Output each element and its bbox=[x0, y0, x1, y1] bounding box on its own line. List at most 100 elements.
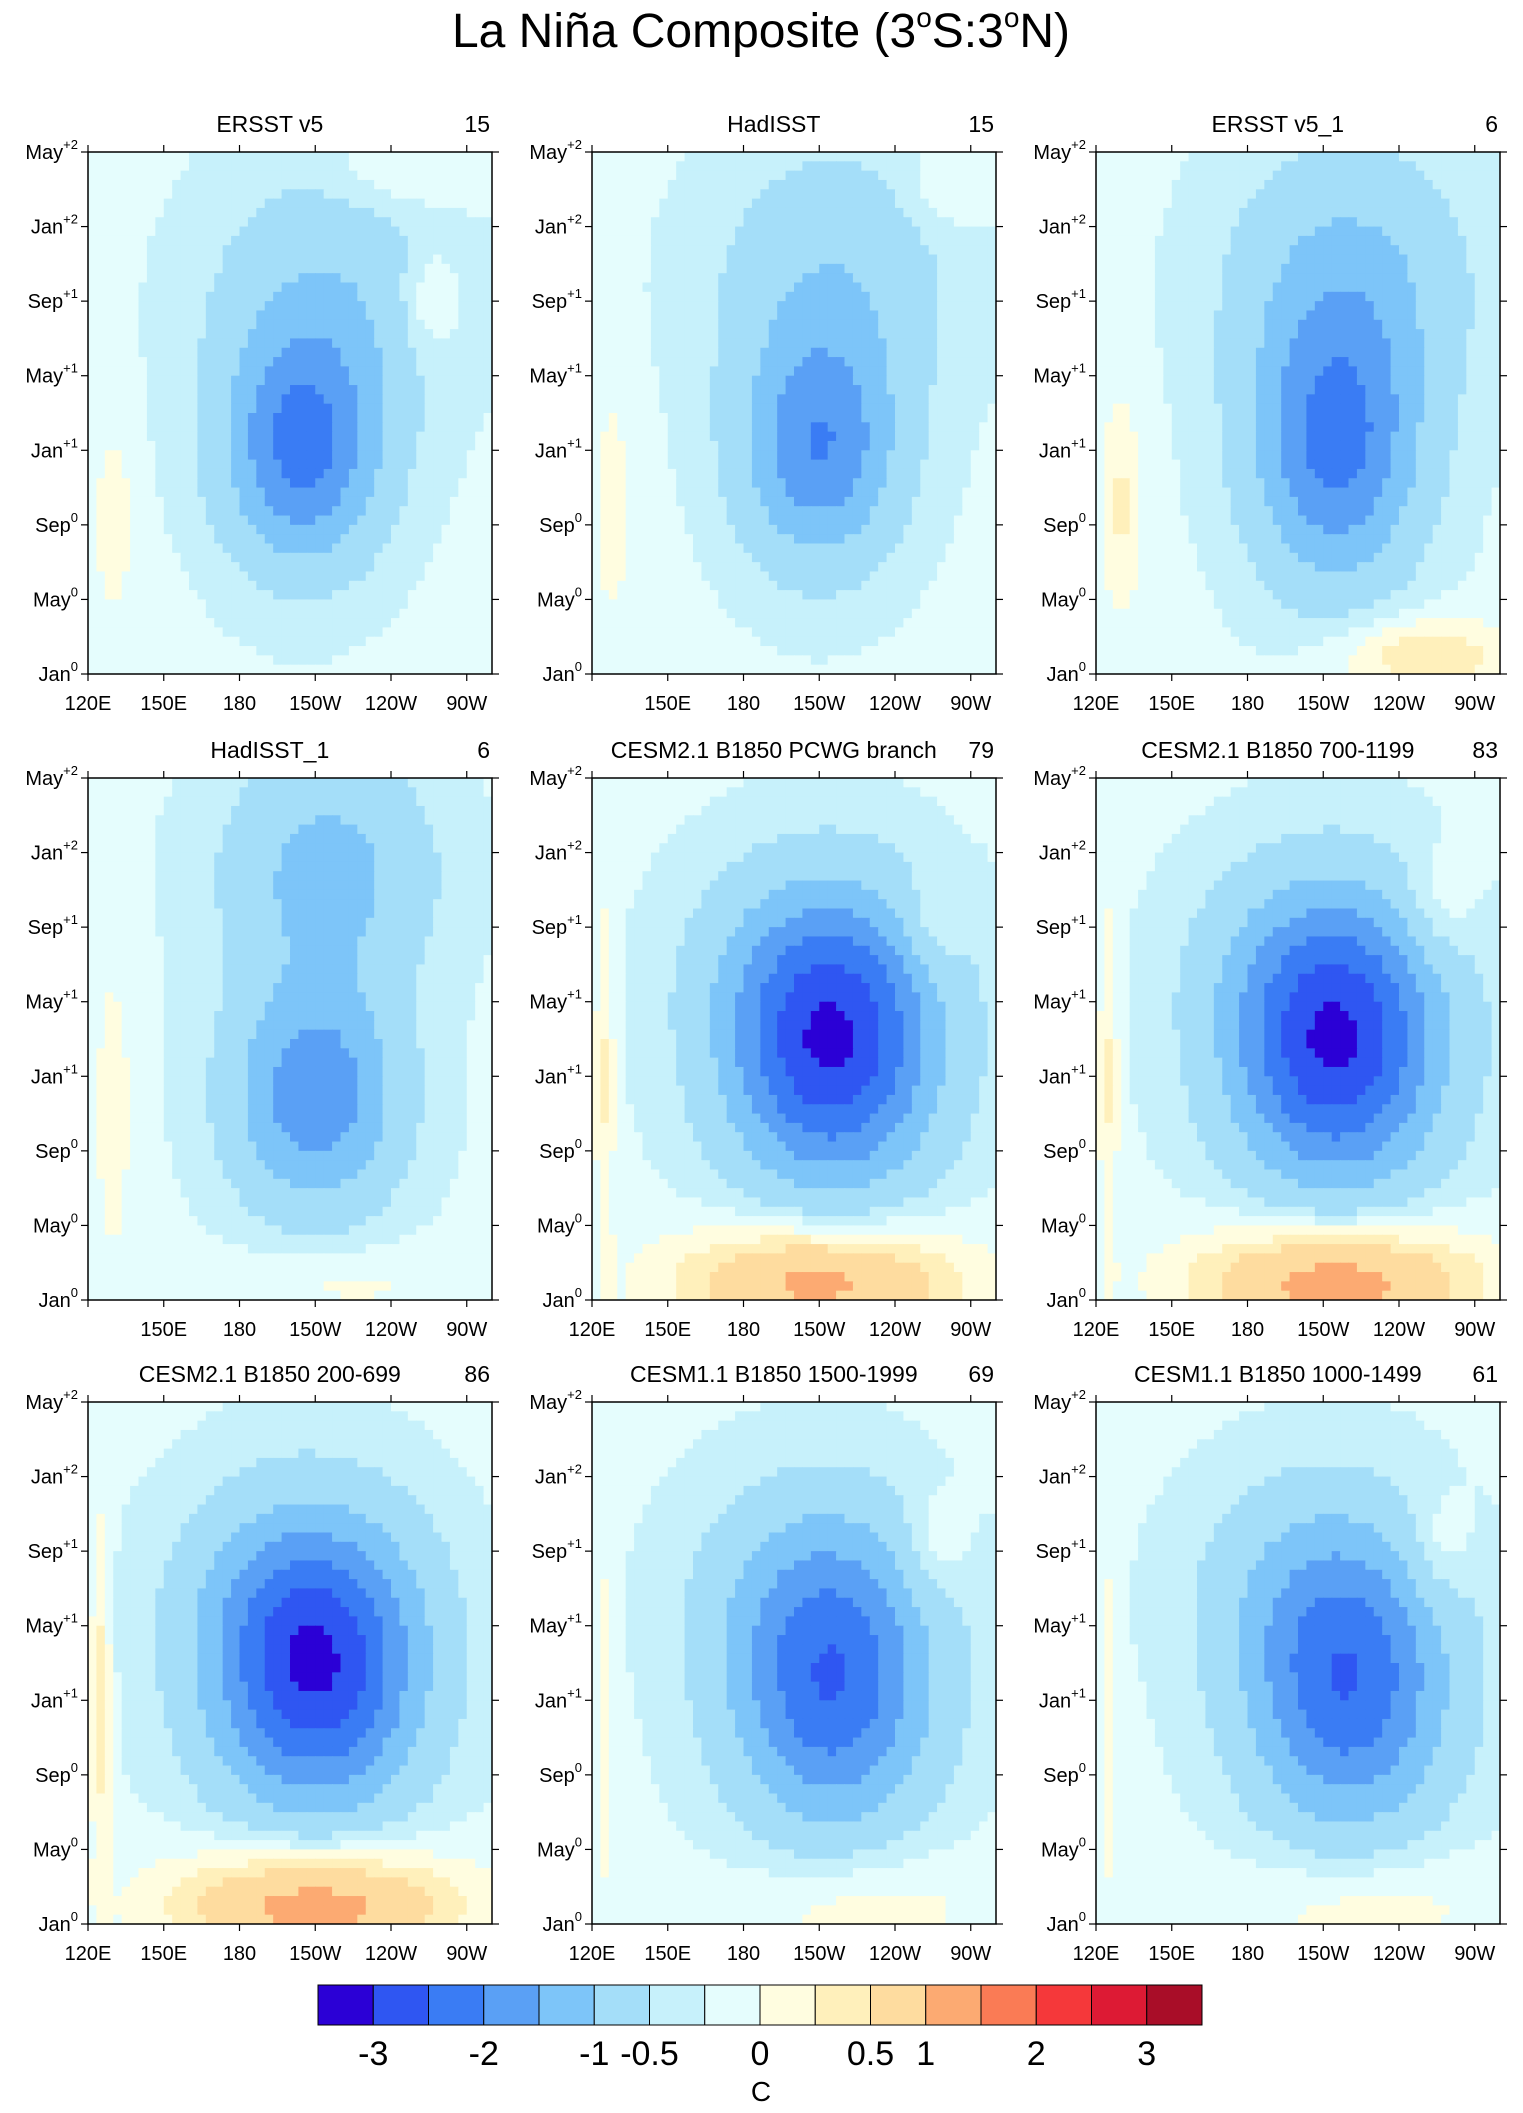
anomaly-cell bbox=[458, 636, 468, 647]
anomaly-cell bbox=[852, 562, 862, 573]
anomaly-cell bbox=[701, 487, 711, 498]
anomaly-cell bbox=[382, 562, 392, 573]
anomaly-cell bbox=[650, 301, 660, 312]
anomaly-cell bbox=[592, 301, 602, 312]
anomaly-cell bbox=[256, 403, 266, 414]
anomaly-cell bbox=[306, 179, 316, 190]
anomaly-cell bbox=[433, 431, 443, 442]
anomaly-cell bbox=[483, 431, 492, 442]
anomaly-cell bbox=[365, 254, 375, 265]
anomaly-cell bbox=[768, 366, 778, 377]
anomaly-cell bbox=[659, 357, 669, 367]
anomaly-cell bbox=[903, 207, 913, 218]
anomaly-cell bbox=[264, 636, 274, 647]
anomaly-cell bbox=[861, 366, 871, 377]
anomaly-cell bbox=[861, 235, 871, 246]
anomaly-cell bbox=[886, 301, 896, 312]
anomaly-cell bbox=[802, 217, 812, 228]
anomaly-cell bbox=[836, 385, 846, 395]
anomaly-cell bbox=[189, 403, 199, 414]
anomaly-cell bbox=[709, 170, 719, 181]
anomaly-cell bbox=[121, 254, 131, 265]
anomaly-cell bbox=[650, 468, 660, 479]
anomaly-cell bbox=[962, 282, 972, 293]
anomaly-cell bbox=[399, 608, 409, 619]
anomaly-cell bbox=[802, 179, 812, 190]
anomaly-cell bbox=[298, 468, 308, 479]
anomaly-cell bbox=[819, 198, 829, 209]
anomaly-cell bbox=[920, 413, 930, 423]
anomaly-cell bbox=[323, 413, 333, 423]
anomaly-cell bbox=[391, 618, 401, 628]
anomaly-cell bbox=[357, 254, 367, 265]
anomaly-cell bbox=[836, 366, 846, 377]
anomaly-cell bbox=[962, 329, 972, 340]
anomaly-cell bbox=[357, 226, 367, 237]
anomaly-cell bbox=[121, 599, 131, 610]
anomaly-cell bbox=[433, 403, 443, 414]
anomaly-cell bbox=[810, 235, 820, 246]
anomaly-cell bbox=[88, 319, 98, 330]
anomaly-cell bbox=[937, 207, 947, 218]
anomaly-cell bbox=[323, 179, 333, 190]
anomaly-cell bbox=[819, 496, 829, 507]
anomaly-cell bbox=[96, 375, 106, 386]
anomaly-cell bbox=[869, 524, 879, 535]
anomaly-cell bbox=[407, 571, 417, 582]
anomaly-cell bbox=[433, 496, 443, 507]
anomaly-cell bbox=[777, 329, 787, 340]
anomaly-cell bbox=[895, 357, 905, 367]
anomaly-cell bbox=[281, 338, 291, 349]
anomaly-cell bbox=[382, 534, 392, 545]
anomaly-cell bbox=[886, 366, 896, 377]
anomaly-cell bbox=[634, 478, 644, 489]
anomaly-cell bbox=[189, 263, 199, 274]
anomaly-cell bbox=[155, 152, 165, 162]
anomaly-cell bbox=[416, 403, 426, 414]
anomaly-cell bbox=[945, 375, 955, 386]
anomaly-cell bbox=[172, 543, 182, 554]
anomaly-cell bbox=[608, 245, 618, 256]
anomaly-cell bbox=[701, 226, 711, 237]
anomaly-cell bbox=[483, 310, 492, 321]
anomaly-cell bbox=[104, 273, 114, 284]
anomaly-cell bbox=[600, 161, 610, 172]
anomaly-cell bbox=[239, 394, 249, 405]
y-tick-year: 0 bbox=[71, 584, 78, 599]
anomaly-cell bbox=[844, 459, 854, 470]
anomaly-cell bbox=[306, 189, 316, 200]
anomaly-cell bbox=[777, 366, 787, 377]
anomaly-cell bbox=[667, 357, 677, 367]
anomaly-cell bbox=[155, 413, 165, 423]
anomaly-cell bbox=[592, 152, 602, 162]
anomaly-cell bbox=[903, 394, 913, 405]
anomaly-cell bbox=[794, 552, 804, 563]
anomaly-cell bbox=[231, 226, 241, 237]
anomaly-cell bbox=[659, 161, 669, 172]
anomaly-cell bbox=[886, 235, 896, 246]
anomaly-cell bbox=[247, 385, 257, 395]
anomaly-cell bbox=[382, 301, 392, 312]
anomaly-cell bbox=[348, 590, 358, 601]
anomaly-cell bbox=[836, 440, 846, 451]
anomaly-cell bbox=[777, 291, 787, 302]
anomaly-cell bbox=[130, 152, 140, 162]
anomaly-cell bbox=[701, 524, 711, 535]
anomaly-cell bbox=[634, 179, 644, 190]
anomaly-cell bbox=[726, 413, 736, 423]
anomaly-cell bbox=[441, 179, 451, 190]
anomaly-cell bbox=[819, 524, 829, 535]
anomaly-cell bbox=[785, 580, 795, 591]
anomaly-cell bbox=[189, 496, 199, 507]
anomaly-cell bbox=[676, 422, 686, 433]
anomaly-cell bbox=[197, 524, 207, 535]
anomaly-cell bbox=[315, 413, 325, 423]
anomaly-cell bbox=[810, 506, 820, 517]
anomaly-cell bbox=[903, 478, 913, 489]
anomaly-cell bbox=[483, 366, 492, 377]
anomaly-cell bbox=[852, 496, 862, 507]
anomaly-cell bbox=[231, 235, 241, 246]
anomaly-cell bbox=[205, 310, 215, 321]
anomaly-cell bbox=[979, 291, 989, 302]
anomaly-cell bbox=[810, 226, 820, 237]
